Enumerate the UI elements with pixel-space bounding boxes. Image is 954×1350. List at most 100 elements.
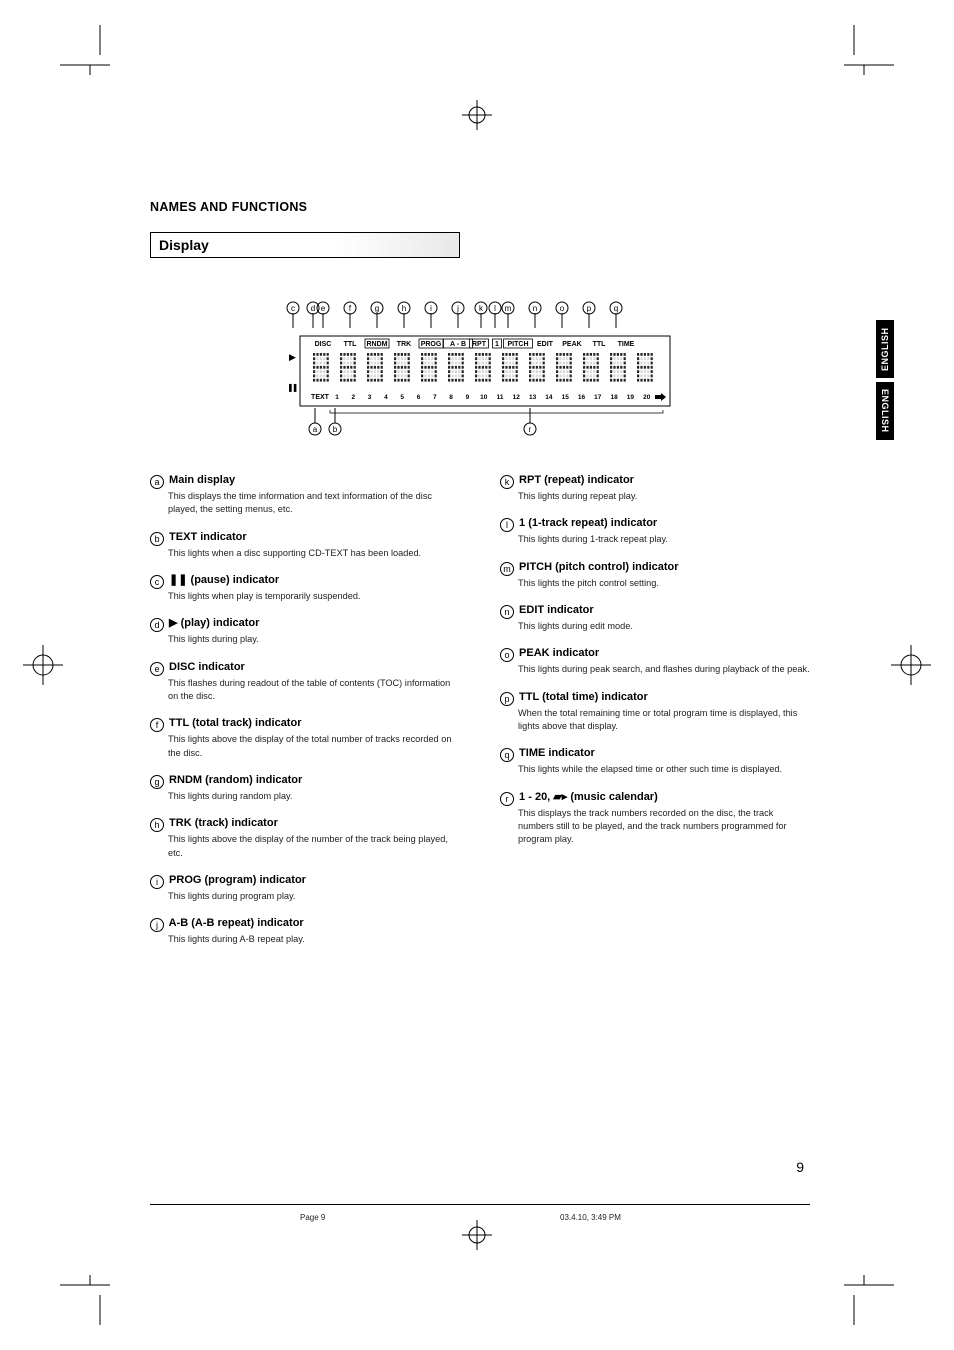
footer-timestamp: 03.4.10, 3:49 PM [560, 1213, 621, 1222]
indicator-item-l: l 1 (1-track repeat) indicatorThis light… [500, 516, 810, 546]
crop-mark-mid-left [18, 640, 68, 690]
item-letter-badge: f [150, 718, 164, 732]
indicator-item-f: f TTL (total track) indicatorThis lights… [150, 716, 460, 760]
item-letter-badge: j [150, 918, 164, 932]
svg-text:5: 5 [400, 394, 404, 401]
item-title: TTL (total track) indicator [166, 717, 301, 729]
footer-rule [150, 1204, 810, 1205]
crop-mark-bottom-right [844, 1275, 894, 1325]
item-letter-badge: a [150, 475, 164, 489]
indicator-item-m: m PITCH (pitch control) indicatorThis li… [500, 560, 810, 590]
language-tabs: ENGLISH ENGLISH [876, 320, 894, 444]
item-letter-badge: k [500, 475, 514, 489]
item-title: TTL (total time) indicator [516, 691, 648, 703]
indicator-item-i: i PROG (program) indicatorThis lights du… [150, 873, 460, 903]
item-description: This lights during peak search, and flas… [500, 663, 810, 676]
item-description: This displays the track numbers recorded… [500, 807, 810, 847]
item-heading: i PROG (program) indicator [150, 873, 460, 889]
display-heading: Display [150, 232, 460, 258]
indicator-item-b: b TEXT indicatorThis lights when a disc … [150, 530, 460, 560]
indicator-item-k: k RPT (repeat) indicatorThis lights duri… [500, 473, 810, 503]
indicator-item-p: p TTL (total time) indicatorWhen the tot… [500, 690, 810, 734]
indicator-item-c: c ❚❚ (pause) indicatorThis lights when p… [150, 573, 460, 603]
page-number: 9 [796, 1159, 804, 1175]
svg-text:15: 15 [562, 394, 570, 401]
item-letter-badge: n [500, 605, 514, 619]
item-letter-badge: q [500, 748, 514, 762]
svg-text:4: 4 [384, 394, 388, 401]
svg-text:10: 10 [480, 394, 488, 401]
item-description: This lights when a disc supporting CD-TE… [150, 547, 460, 560]
svg-text:▶: ▶ [289, 352, 296, 362]
item-heading: j A-B (A-B repeat) indicator [150, 916, 460, 932]
crop-mark-top-left [60, 25, 110, 75]
item-heading: m PITCH (pitch control) indicator [500, 560, 810, 576]
svg-text:PITCH: PITCH [508, 341, 529, 348]
item-description: This lights during edit mode. [500, 620, 810, 633]
item-heading: o PEAK indicator [500, 646, 810, 662]
item-letter-badge: m [500, 562, 514, 576]
svg-text:RPT: RPT [472, 341, 487, 348]
item-description: When the total remaining time or total p… [500, 707, 810, 734]
svg-text:RNDM: RNDM [367, 341, 388, 348]
item-heading: p TTL (total time) indicator [500, 690, 810, 706]
page: ENGLISH ENGLISH NAMES AND FUNCTIONS Disp… [0, 0, 954, 1350]
svg-text:7: 7 [433, 394, 437, 401]
indicator-item-o: o PEAK indicatorThis lights during peak … [500, 646, 810, 676]
item-title: ❚❚ (pause) indicator [166, 574, 279, 586]
register-bottom-icon [462, 1220, 492, 1250]
item-description: This flashes during readout of the table… [150, 677, 460, 704]
item-description: This lights during random play. [150, 790, 460, 803]
indicator-item-e: e DISC indicatorThis flashes during read… [150, 660, 460, 704]
crop-mark-bottom-left [60, 1275, 110, 1325]
item-heading: h TRK (track) indicator [150, 816, 460, 832]
item-title: TEXT indicator [166, 531, 247, 543]
indicator-item-n: n EDIT indicatorThis lights during edit … [500, 603, 810, 633]
item-title: 1 - 20, ▰▸ (music calendar) [516, 791, 658, 803]
svg-text:p: p [587, 304, 592, 313]
item-title: Main display [166, 474, 235, 486]
svg-text:6: 6 [417, 394, 421, 401]
svg-text:TTL: TTL [344, 341, 358, 348]
item-title: A-B (A-B repeat) indicator [166, 917, 304, 929]
item-description: This lights during play. [150, 633, 460, 646]
svg-text:f: f [349, 304, 352, 313]
svg-text:i: i [430, 304, 432, 313]
item-heading: b TEXT indicator [150, 530, 460, 546]
svg-text:❚❚: ❚❚ [287, 383, 297, 392]
display-diagram: efghijklmnopq ▶ ❚❚ c d DISCTTLRNDMTRKPRO… [275, 298, 685, 448]
svg-text:13: 13 [529, 394, 537, 401]
indicator-item-q: q TIME indicatorThis lights while the el… [500, 746, 810, 776]
item-letter-badge: h [150, 818, 164, 832]
item-title: PITCH (pitch control) indicator [516, 561, 679, 573]
item-description: This lights the pitch control setting. [500, 577, 810, 590]
description-columns: a Main displayThis displays the time inf… [150, 473, 810, 960]
svg-text:8: 8 [449, 394, 453, 401]
lang-tab-english-1: ENGLISH [876, 320, 894, 378]
item-heading: e DISC indicator [150, 660, 460, 676]
svg-text:TTL: TTL [593, 341, 607, 348]
svg-text:d: d [311, 304, 315, 313]
svg-text:a: a [313, 425, 318, 434]
item-letter-badge: c [150, 575, 164, 589]
item-description: This displays the time information and t… [150, 490, 460, 517]
item-heading: c ❚❚ (pause) indicator [150, 573, 460, 589]
item-heading: n EDIT indicator [500, 603, 810, 619]
register-top-icon [462, 100, 492, 130]
crop-mark-mid-right [886, 640, 936, 690]
svg-text:9: 9 [466, 394, 470, 401]
content-area: NAMES AND FUNCTIONS Display efghijklmnop… [150, 200, 810, 960]
footer-page: Page 9 [300, 1213, 325, 1222]
svg-text:TEXT: TEXT [311, 394, 330, 401]
svg-text:17: 17 [594, 394, 602, 401]
item-heading: l 1 (1-track repeat) indicator [500, 516, 810, 532]
svg-text:12: 12 [513, 394, 521, 401]
svg-text:PROG: PROG [421, 341, 442, 348]
svg-text:g: g [375, 304, 379, 313]
indicator-item-h: h TRK (track) indicatorThis lights above… [150, 816, 460, 860]
item-description: This lights when play is temporarily sus… [150, 590, 460, 603]
item-heading: a Main display [150, 473, 460, 489]
svg-text:TRK: TRK [397, 341, 411, 348]
section-title: NAMES AND FUNCTIONS [150, 200, 810, 214]
svg-text:19: 19 [627, 394, 635, 401]
